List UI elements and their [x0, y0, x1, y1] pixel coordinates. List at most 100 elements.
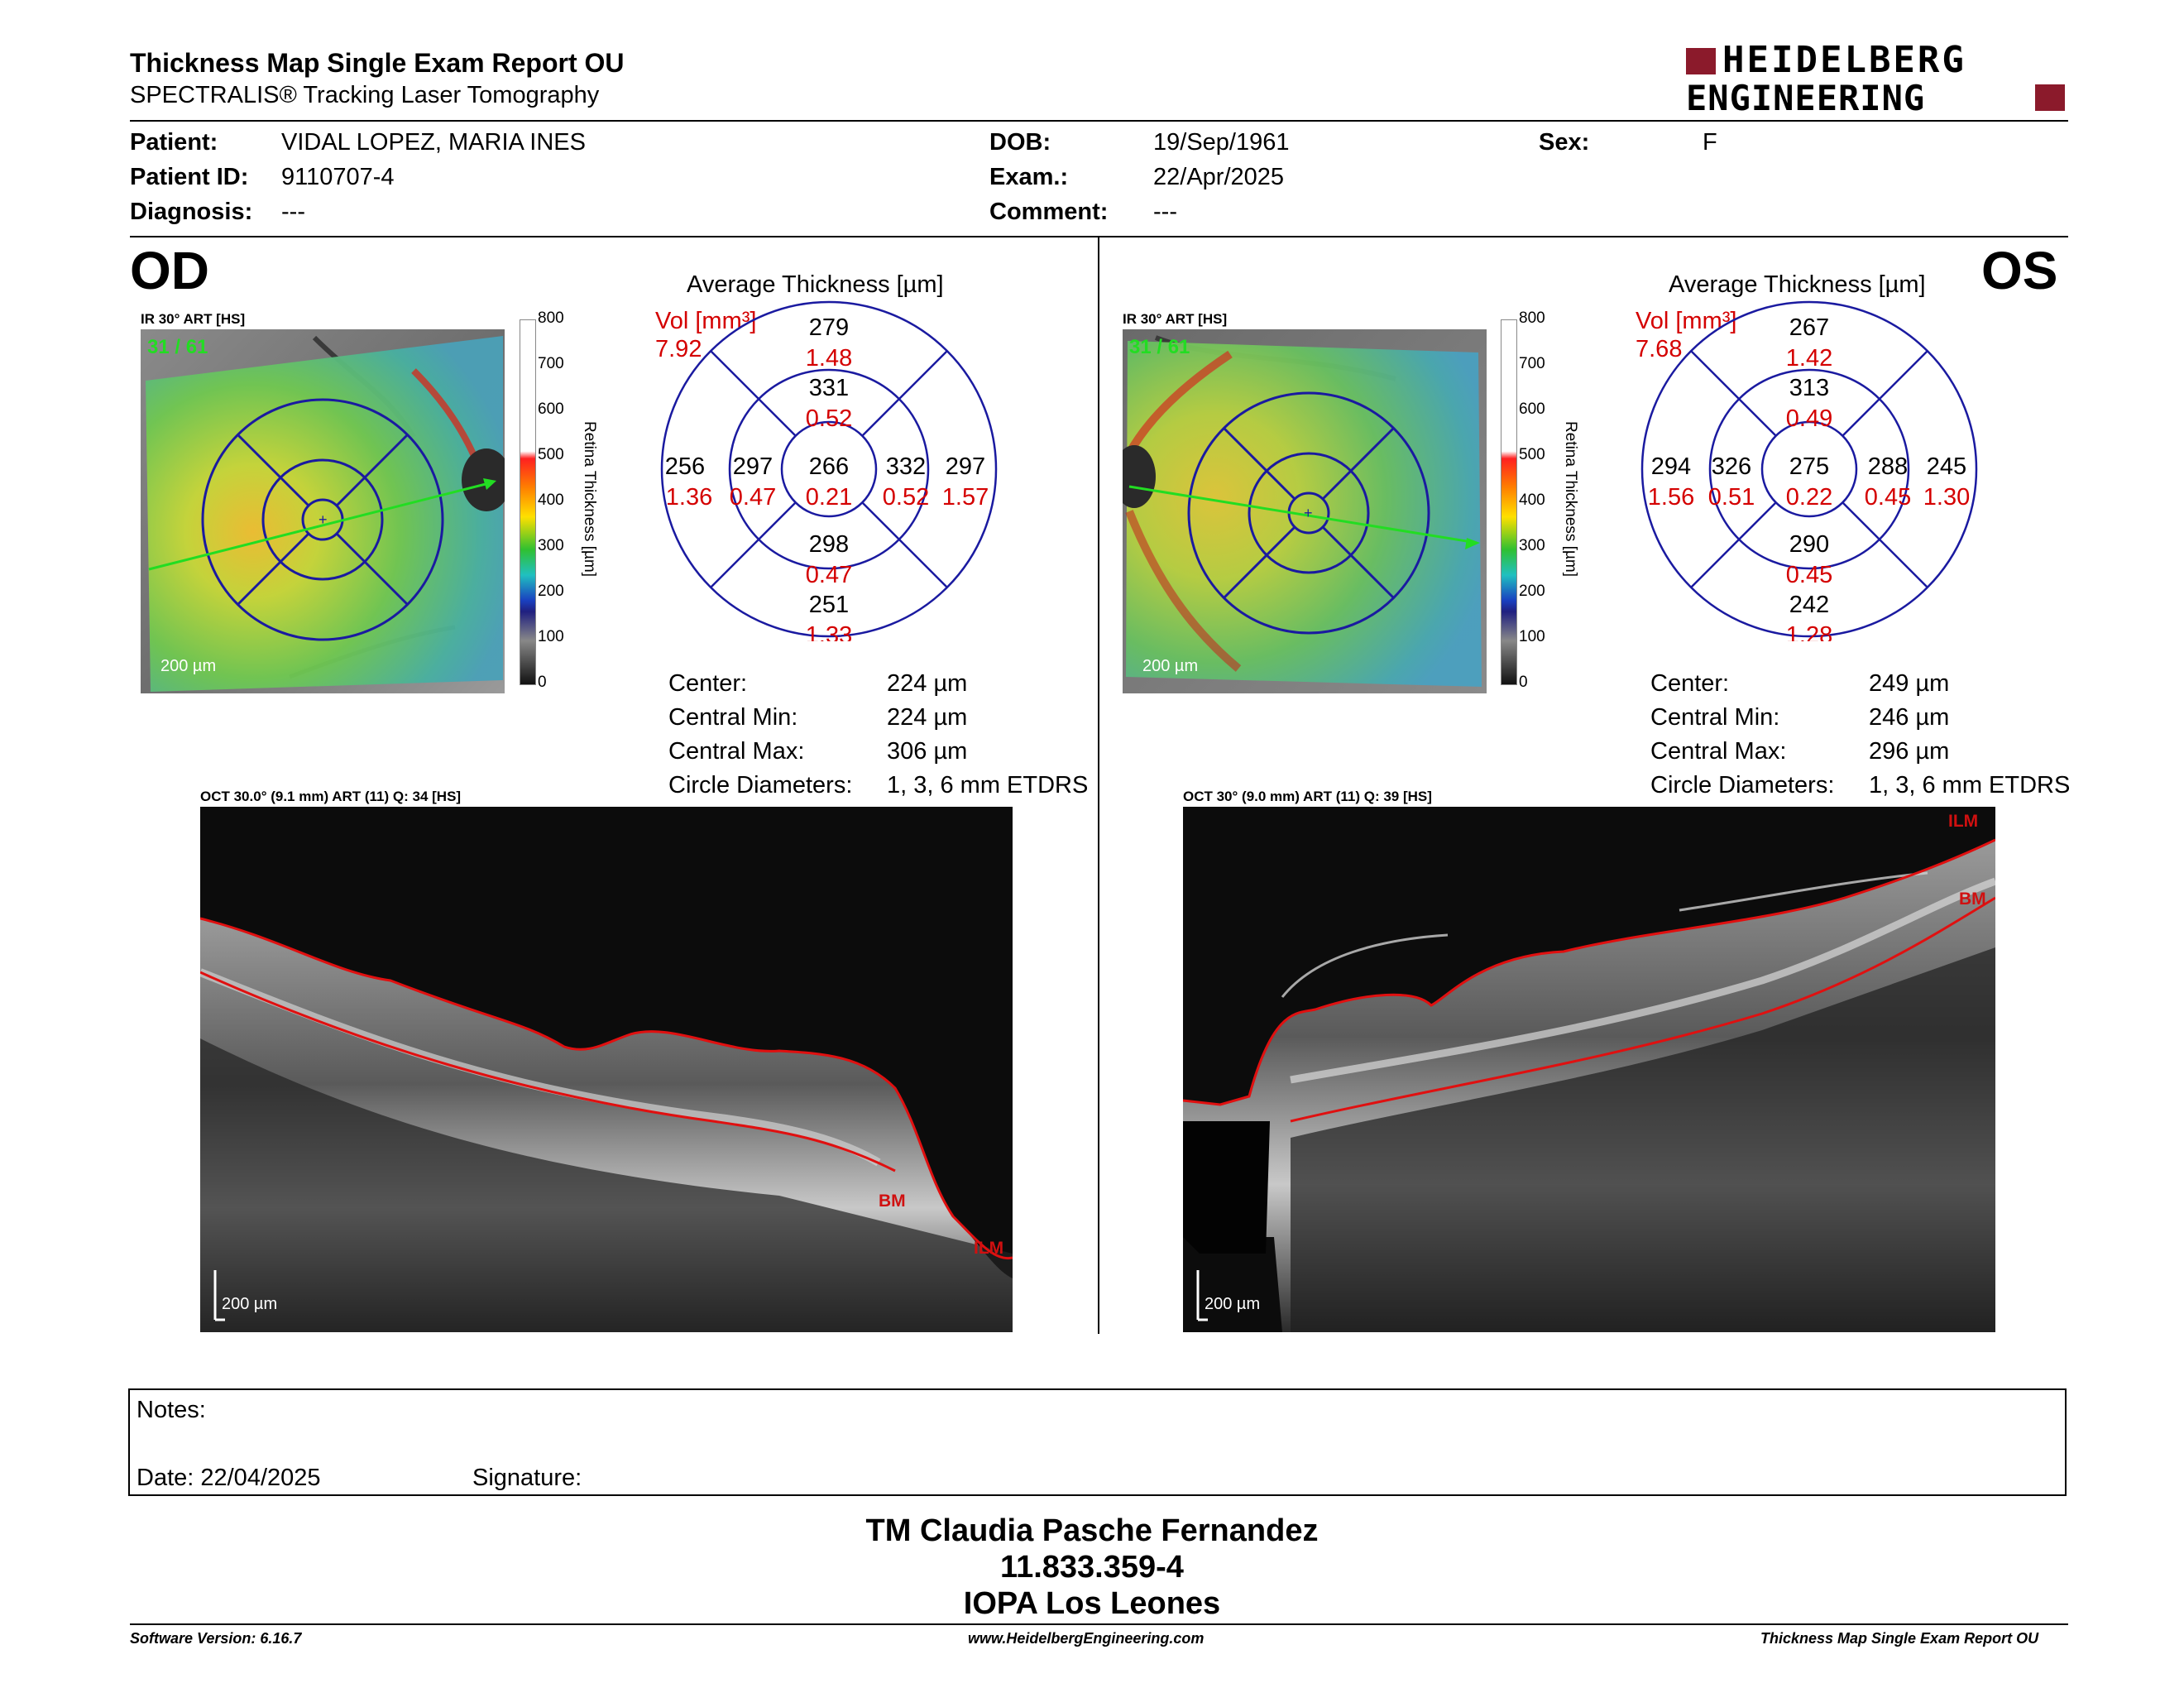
od-outer-left-thickness: 256	[665, 453, 705, 480]
od-center-vol: 0.21	[806, 484, 852, 511]
signature-label: Signature:	[472, 1465, 582, 1491]
os-tick: 0	[1519, 674, 1528, 691]
os-stat-value: 249 µm	[1869, 670, 1950, 697]
sex-value: F	[1703, 129, 1717, 156]
svg-text:+: +	[1304, 505, 1313, 521]
od-map-scale: 200 µm	[160, 657, 217, 675]
os-oct-scan: 200 µm BM ILM	[1183, 807, 1995, 1332]
od-outer-right-vol: 1.57	[942, 484, 989, 511]
os-outer-right-vol: 1.30	[1923, 484, 1970, 511]
patient-rule	[130, 236, 2068, 237]
od-stat-value: 224 µm	[887, 670, 968, 697]
diagnosis-label: Diagnosis:	[130, 199, 253, 225]
os-stat-value: 296 µm	[1869, 738, 1950, 765]
logo-red-square-bottom	[2035, 84, 2065, 111]
os-inner-right-vol: 0.45	[1865, 484, 1911, 511]
os-etdrs-grid: 267 1.42 313 0.49 275 0.22 290 0.45 242 …	[1640, 300, 1978, 641]
od-inner-left-vol: 0.47	[730, 484, 776, 511]
od-tick: 600	[538, 400, 564, 418]
od-frame-counter: 31 / 61	[147, 336, 208, 358]
od-colorbar-scale	[520, 319, 536, 685]
notes-label: Notes:	[136, 1397, 206, 1423]
od-outer-left-vol: 1.36	[666, 484, 712, 511]
os-center-vol: 0.22	[1786, 484, 1832, 511]
signature-name: TM Claudia Pasche Fernandez	[865, 1513, 1319, 1548]
od-inner-right-thickness: 332	[886, 453, 926, 480]
od-ilm-label: ILM	[974, 1239, 1004, 1258]
od-tick: 100	[538, 628, 564, 645]
os-outer-sup-vol: 1.42	[1786, 345, 1832, 372]
os-inner-inf-vol: 0.45	[1786, 562, 1832, 588]
od-oct-scan: 200 µm BM ILM	[200, 807, 1013, 1332]
os-bm-label: BM	[1959, 890, 1986, 909]
os-inner-sup-thickness: 313	[1789, 375, 1829, 401]
os-thickness-map: + IR 30° ART [HS] 31 / 61 200 µm	[1113, 311, 1487, 693]
od-stat-label: Central Max:	[668, 738, 805, 765]
header-rule	[130, 120, 2068, 122]
od-inner-sup-thickness: 331	[809, 375, 849, 401]
os-stat-value: 246 µm	[1869, 704, 1950, 731]
signature-rut: 11.833.359-4	[1000, 1550, 1184, 1585]
os-stat-label: Central Min:	[1650, 704, 1780, 731]
od-vol-value: 7.92	[655, 336, 702, 362]
os-tick: 700	[1519, 355, 1545, 372]
od-vol-label: Vol [mm³]	[655, 308, 757, 334]
os-tick: 500	[1519, 446, 1545, 463]
od-inner-sup-vol: 0.52	[806, 405, 852, 432]
os-tick: 400	[1519, 492, 1545, 509]
od-tick: 800	[538, 309, 564, 327]
logo-red-square-top	[1686, 48, 1716, 74]
report-title: Thickness Map Single Exam Report OU	[130, 48, 625, 78]
od-thickness-map: + IR 30° ART [HS] 31 / 61 200 µm	[141, 311, 511, 693]
comment-label: Comment:	[989, 199, 1109, 225]
heidelberg-logo: HEIDELBERG ENGINEERING	[1686, 39, 2067, 119]
os-outer-left-thickness: 294	[1651, 453, 1691, 480]
os-colorbar-title: Retina Thickness [µm]	[1562, 421, 1579, 577]
os-outer-inf-vol: 1.28	[1786, 622, 1832, 641]
od-outer-sup-vol: 1.48	[806, 345, 852, 372]
od-inner-right-vol: 0.52	[883, 484, 929, 511]
exam-label: Exam.:	[989, 164, 1069, 190]
comment-value: ---	[1153, 199, 1177, 225]
od-oct-scale: 200 µm	[222, 1295, 278, 1313]
signature-place: IOPA Los Leones	[963, 1586, 1221, 1621]
od-oct-label: OCT 30.0° (9.1 mm) ART (11) Q: 34 [HS]	[200, 789, 462, 804]
footer-software: Software Version: 6.16.7	[130, 1630, 302, 1647]
patient-name: VIDAL LOPEZ, MARIA INES	[281, 129, 586, 156]
os-inner-left-thickness: 326	[1712, 453, 1751, 480]
od-outer-inf-thickness: 251	[809, 592, 849, 618]
od-etdrs-grid: 279 1.48 331 0.52 266 0.21 298 0.47 251 …	[660, 300, 998, 641]
os-inner-inf-thickness: 290	[1789, 531, 1829, 558]
sex-label: Sex:	[1539, 129, 1590, 156]
od-inner-inf-thickness: 298	[809, 531, 849, 558]
os-tick: 800	[1519, 309, 1545, 327]
os-oct-label: OCT 30° (9.0 mm) ART (11) Q: 39 [HS]	[1183, 789, 1432, 804]
od-bm-label: BM	[879, 1192, 906, 1211]
od-avg-title: Average Thickness [µm]	[687, 271, 944, 298]
od-tick: 0	[538, 674, 547, 691]
os-frame-counter: 31 / 61	[1129, 336, 1190, 358]
patient-id-label: Patient ID:	[130, 164, 249, 190]
od-tick: 200	[538, 583, 564, 600]
footer-rule	[130, 1623, 2068, 1625]
logo-text-heidelberg: HEIDELBERG	[1722, 39, 1966, 81]
dob-label: DOB:	[989, 129, 1051, 156]
notes-date: Date: 22/04/2025	[136, 1465, 321, 1491]
od-inner-inf-vol: 0.47	[806, 562, 852, 588]
os-outer-left-vol: 1.56	[1648, 484, 1694, 511]
od-inner-left-thickness: 297	[733, 453, 773, 480]
os-inner-right-thickness: 288	[1868, 453, 1908, 480]
od-stat-label: Circle Diameters:	[668, 772, 853, 798]
od-stat-value: 224 µm	[887, 704, 968, 731]
od-stat-value: 306 µm	[887, 738, 968, 765]
os-map-scale: 200 µm	[1142, 657, 1199, 675]
od-tick: 500	[538, 446, 564, 463]
footer-website[interactable]: www.HeidelbergEngineering.com	[968, 1630, 1205, 1647]
patient-id-value: 9110707-4	[281, 164, 395, 190]
exam-value: 22/Apr/2025	[1153, 164, 1285, 190]
dob-value: 19/Sep/1961	[1153, 129, 1290, 156]
os-stat-label: Central Max:	[1650, 738, 1787, 765]
notes-box[interactable]: Notes: Date: 22/04/2025 Signature:	[128, 1388, 2067, 1496]
od-outer-sup-thickness: 279	[809, 314, 849, 341]
eye-label-os: OS	[1981, 241, 2058, 300]
